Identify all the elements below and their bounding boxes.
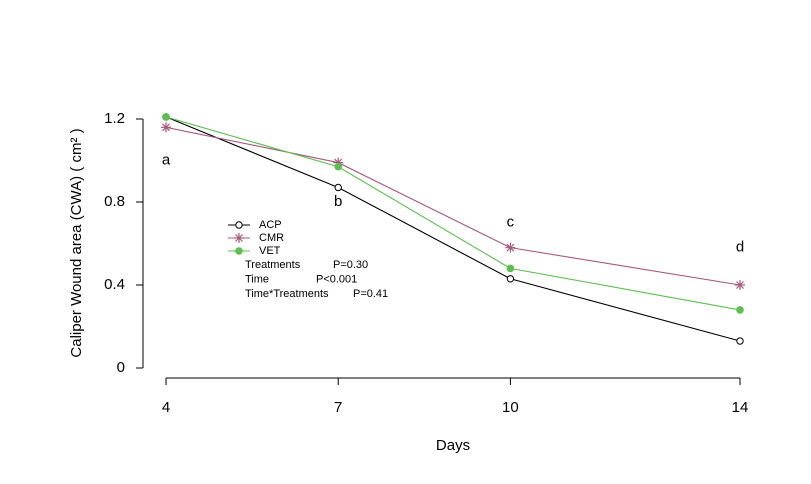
y-tick-label: 0.4 [104, 276, 125, 293]
stat-p: P<0.001 [316, 273, 357, 285]
marker-stroke [162, 123, 170, 132]
y-tick-label: 0.8 [104, 193, 125, 210]
marker-stroke [235, 234, 243, 242]
series-line [165, 126, 741, 286]
annotation-letter: b [334, 193, 342, 210]
stat-term: Time*Treatments [245, 288, 329, 300]
data-point [161, 122, 171, 133]
legend-marker [235, 247, 243, 255]
data-point [162, 113, 170, 121]
legend-marker [235, 221, 243, 229]
annotation-letter: a [162, 151, 171, 168]
y-tick-label: 0 [117, 359, 125, 376]
x-tick-label: 14 [732, 399, 749, 416]
data-point [506, 264, 515, 273]
annotation-letter: d [736, 239, 744, 256]
x-tick-label: 4 [162, 399, 170, 416]
legend-marker [234, 233, 244, 243]
data-point [735, 280, 745, 290]
data-point [334, 162, 343, 171]
annotation-letter: c [507, 214, 515, 231]
data-point [505, 242, 516, 253]
series-line [165, 116, 741, 311]
stat-p: P=0.30 [333, 259, 368, 271]
x-tick-label: 7 [334, 399, 342, 416]
legend-label: VET [259, 245, 281, 257]
x-axis-label: Days [436, 437, 470, 454]
y-axis-label: Caliper Wound area (CWA) ( cm² ) [68, 128, 85, 357]
data-point [736, 337, 744, 345]
marker-stroke [506, 243, 515, 252]
data-point [736, 306, 744, 314]
stat-term: Time [245, 273, 269, 285]
data-point [506, 275, 515, 283]
stat-p: P=0.41 [353, 288, 388, 300]
marker-stroke [736, 281, 744, 289]
x-tick-label: 10 [502, 399, 519, 416]
y-tick-label: 1.2 [104, 110, 125, 127]
legend-label: CMR [259, 232, 284, 244]
series-line [165, 116, 741, 342]
legend-label: ACP [259, 219, 282, 231]
stat-term: Treatments [245, 259, 301, 271]
data-point [334, 183, 342, 192]
